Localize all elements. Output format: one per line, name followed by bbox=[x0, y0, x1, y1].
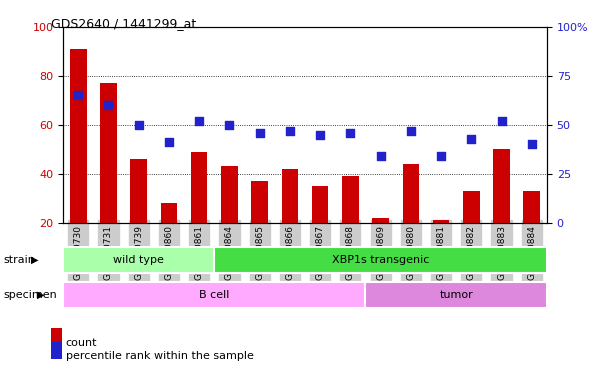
Bar bbox=[463, 191, 480, 223]
Point bbox=[225, 122, 234, 128]
Text: specimen: specimen bbox=[3, 290, 56, 300]
Point bbox=[527, 141, 537, 147]
Bar bbox=[221, 166, 238, 223]
Bar bbox=[251, 181, 268, 223]
Bar bbox=[215, 247, 547, 273]
Text: B cell: B cell bbox=[199, 290, 230, 300]
Bar bbox=[191, 152, 207, 223]
Point bbox=[285, 127, 294, 134]
Bar bbox=[312, 186, 328, 223]
Text: ▶: ▶ bbox=[37, 290, 44, 300]
Point bbox=[103, 102, 113, 108]
Bar bbox=[282, 169, 298, 223]
Bar bbox=[130, 159, 147, 223]
Point bbox=[164, 139, 174, 146]
Text: ▶: ▶ bbox=[31, 255, 38, 265]
Text: count: count bbox=[66, 338, 97, 348]
Bar bbox=[523, 191, 540, 223]
Text: wild type: wild type bbox=[113, 255, 164, 265]
Bar bbox=[160, 203, 177, 223]
Text: percentile rank within the sample: percentile rank within the sample bbox=[66, 351, 254, 361]
Bar bbox=[63, 282, 365, 308]
Text: strain: strain bbox=[3, 255, 35, 265]
Point bbox=[436, 153, 446, 159]
Point bbox=[134, 122, 144, 128]
Point bbox=[73, 92, 83, 98]
Bar bbox=[403, 164, 419, 223]
Point bbox=[466, 136, 476, 142]
Bar bbox=[70, 49, 87, 223]
Text: tumor: tumor bbox=[439, 290, 473, 300]
Point bbox=[255, 129, 264, 136]
Bar bbox=[433, 220, 450, 223]
Bar bbox=[63, 247, 215, 273]
Bar bbox=[493, 149, 510, 223]
Point bbox=[346, 129, 355, 136]
Text: GDS2640 / 1441299_at: GDS2640 / 1441299_at bbox=[51, 17, 197, 30]
Point bbox=[406, 127, 416, 134]
Point bbox=[376, 153, 385, 159]
Bar bbox=[100, 83, 117, 223]
Bar bbox=[365, 282, 547, 308]
Bar bbox=[372, 218, 389, 223]
Point bbox=[316, 131, 325, 138]
Text: XBP1s transgenic: XBP1s transgenic bbox=[332, 255, 429, 265]
Point bbox=[497, 118, 507, 124]
Bar bbox=[342, 176, 359, 223]
Point bbox=[194, 118, 204, 124]
